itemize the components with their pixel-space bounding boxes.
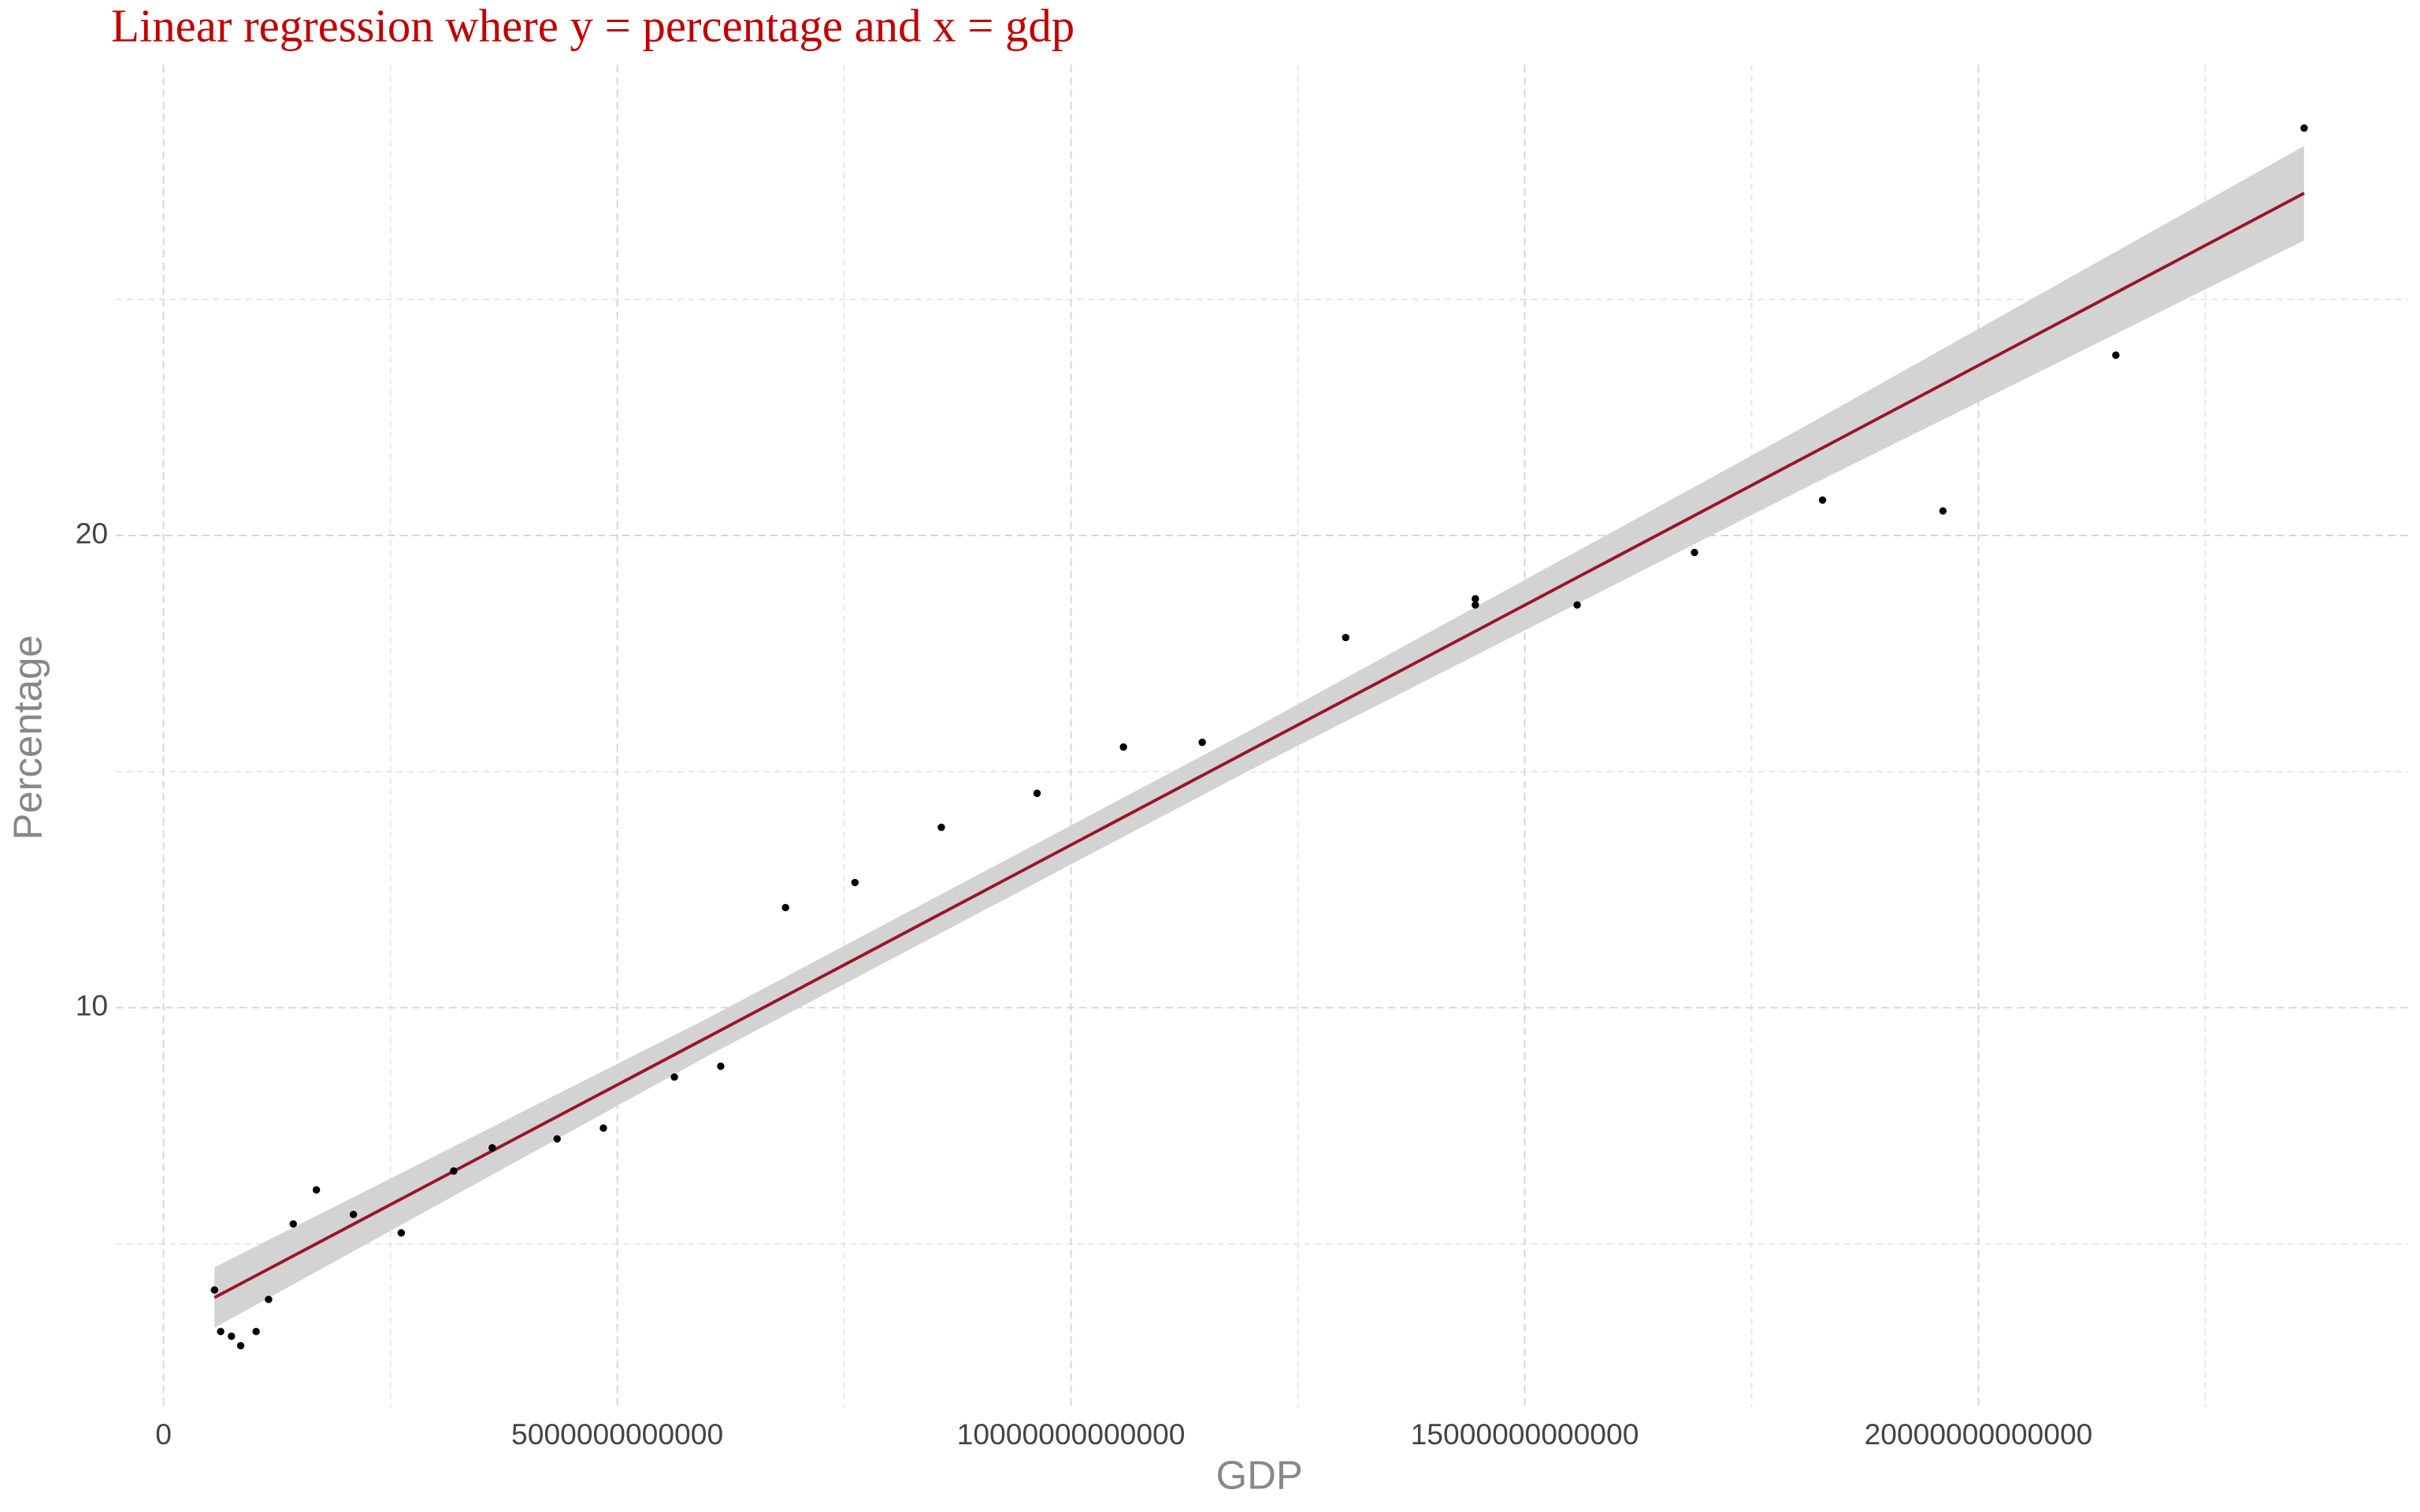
data-point <box>851 878 859 887</box>
data-point <box>349 1210 358 1218</box>
data-point <box>553 1135 561 1143</box>
y-tick-label: 10 <box>76 988 108 1021</box>
data-point <box>217 1328 225 1336</box>
x-tick-label: 5000000000000 <box>511 1418 723 1451</box>
x-tick-label: 10000000000000 <box>957 1418 1186 1451</box>
data-point <box>1691 548 1698 557</box>
data-point <box>670 1073 678 1081</box>
data-point <box>289 1220 297 1228</box>
data-point <box>252 1328 260 1336</box>
data-point <box>1573 601 1581 609</box>
data-point <box>228 1332 236 1340</box>
data-point <box>2300 124 2308 132</box>
data-point <box>450 1167 458 1175</box>
data-point <box>1342 633 1349 642</box>
data-point <box>1198 738 1206 747</box>
data-point <box>312 1186 321 1194</box>
data-point <box>210 1286 218 1294</box>
chart-title: Linear regression where y = percentage a… <box>111 1 1075 52</box>
data-point <box>1472 595 1479 603</box>
data-point <box>488 1143 496 1152</box>
x-tick-label: 15000000000000 <box>1411 1418 1639 1451</box>
data-point <box>236 1342 245 1350</box>
confidence-band <box>214 146 2304 1329</box>
y-tick-label: 20 <box>76 517 108 550</box>
data-point <box>1939 507 1947 515</box>
data-point <box>781 903 789 912</box>
data-point <box>937 823 945 832</box>
x-tick-label: 20000000000000 <box>1865 1418 2093 1451</box>
data-point <box>717 1062 725 1070</box>
data-point <box>599 1124 607 1132</box>
data-point <box>397 1228 406 1237</box>
data-point <box>1472 601 1479 609</box>
data-point <box>2112 351 2120 359</box>
regression-line <box>213 191 2305 1299</box>
x-axis-title: GDP <box>1216 1452 1303 1497</box>
data-point <box>1119 743 1127 751</box>
y-axis-title: Percentage <box>6 635 50 839</box>
data-point <box>265 1295 273 1303</box>
data-point <box>1033 789 1041 798</box>
x-tick-label: 0 <box>155 1418 172 1451</box>
data-point <box>1818 496 1827 504</box>
